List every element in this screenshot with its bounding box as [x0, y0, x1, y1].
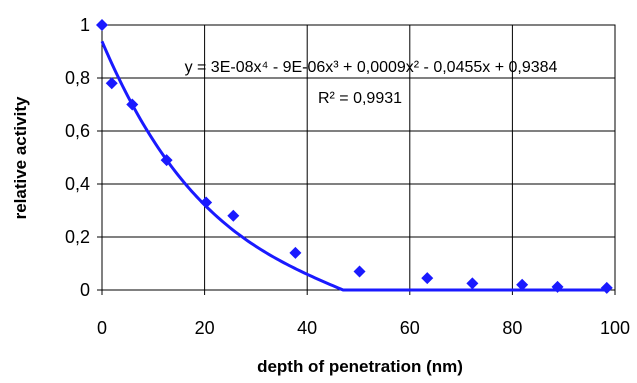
data-point	[551, 280, 564, 293]
plot-area	[102, 25, 615, 290]
data-point	[353, 265, 366, 278]
data-point	[105, 77, 118, 90]
x-tick-label: 100	[600, 318, 630, 338]
x-tick-label: 60	[400, 318, 420, 338]
data-point	[200, 196, 213, 209]
y-tick-label: 0	[80, 280, 90, 300]
x-tick-label: 40	[297, 318, 317, 338]
y-tick-label: 0,4	[65, 174, 90, 194]
gridlines	[101, 24, 616, 291]
x-tick-label: 20	[195, 318, 215, 338]
trendline-equation: y = 3E-08x⁴ - 9E-06x³ + 0,0009x² - 0,045…	[185, 59, 558, 76]
y-tick-label: 0,8	[65, 68, 90, 88]
data-point	[516, 278, 529, 291]
y-tick-label: 0,2	[65, 227, 90, 247]
data-point	[289, 246, 302, 259]
y-axis-ticks: 0 0,2 0,4 0,6 0,8 1	[65, 15, 102, 300]
data-point	[126, 98, 139, 111]
x-axis-ticks: 0 20 40 60 80 100	[97, 290, 630, 338]
y-tick-label: 1	[80, 15, 90, 35]
trendline-curve	[100, 40, 608, 292]
r-squared-label: R² = 0,9931	[318, 90, 402, 107]
data-point	[600, 281, 613, 294]
x-tick-label: 80	[502, 318, 522, 338]
y-axis-title: relative activity	[11, 96, 30, 219]
data-point	[227, 209, 240, 222]
data-point	[466, 277, 479, 290]
data-point	[421, 272, 434, 285]
x-tick-label: 0	[97, 318, 107, 338]
data-point	[160, 154, 173, 167]
x-axis-title: depth of penetration (nm)	[257, 357, 463, 376]
y-tick-label: 0,6	[65, 121, 90, 141]
data-point	[96, 19, 108, 31]
data-points	[96, 19, 613, 294]
